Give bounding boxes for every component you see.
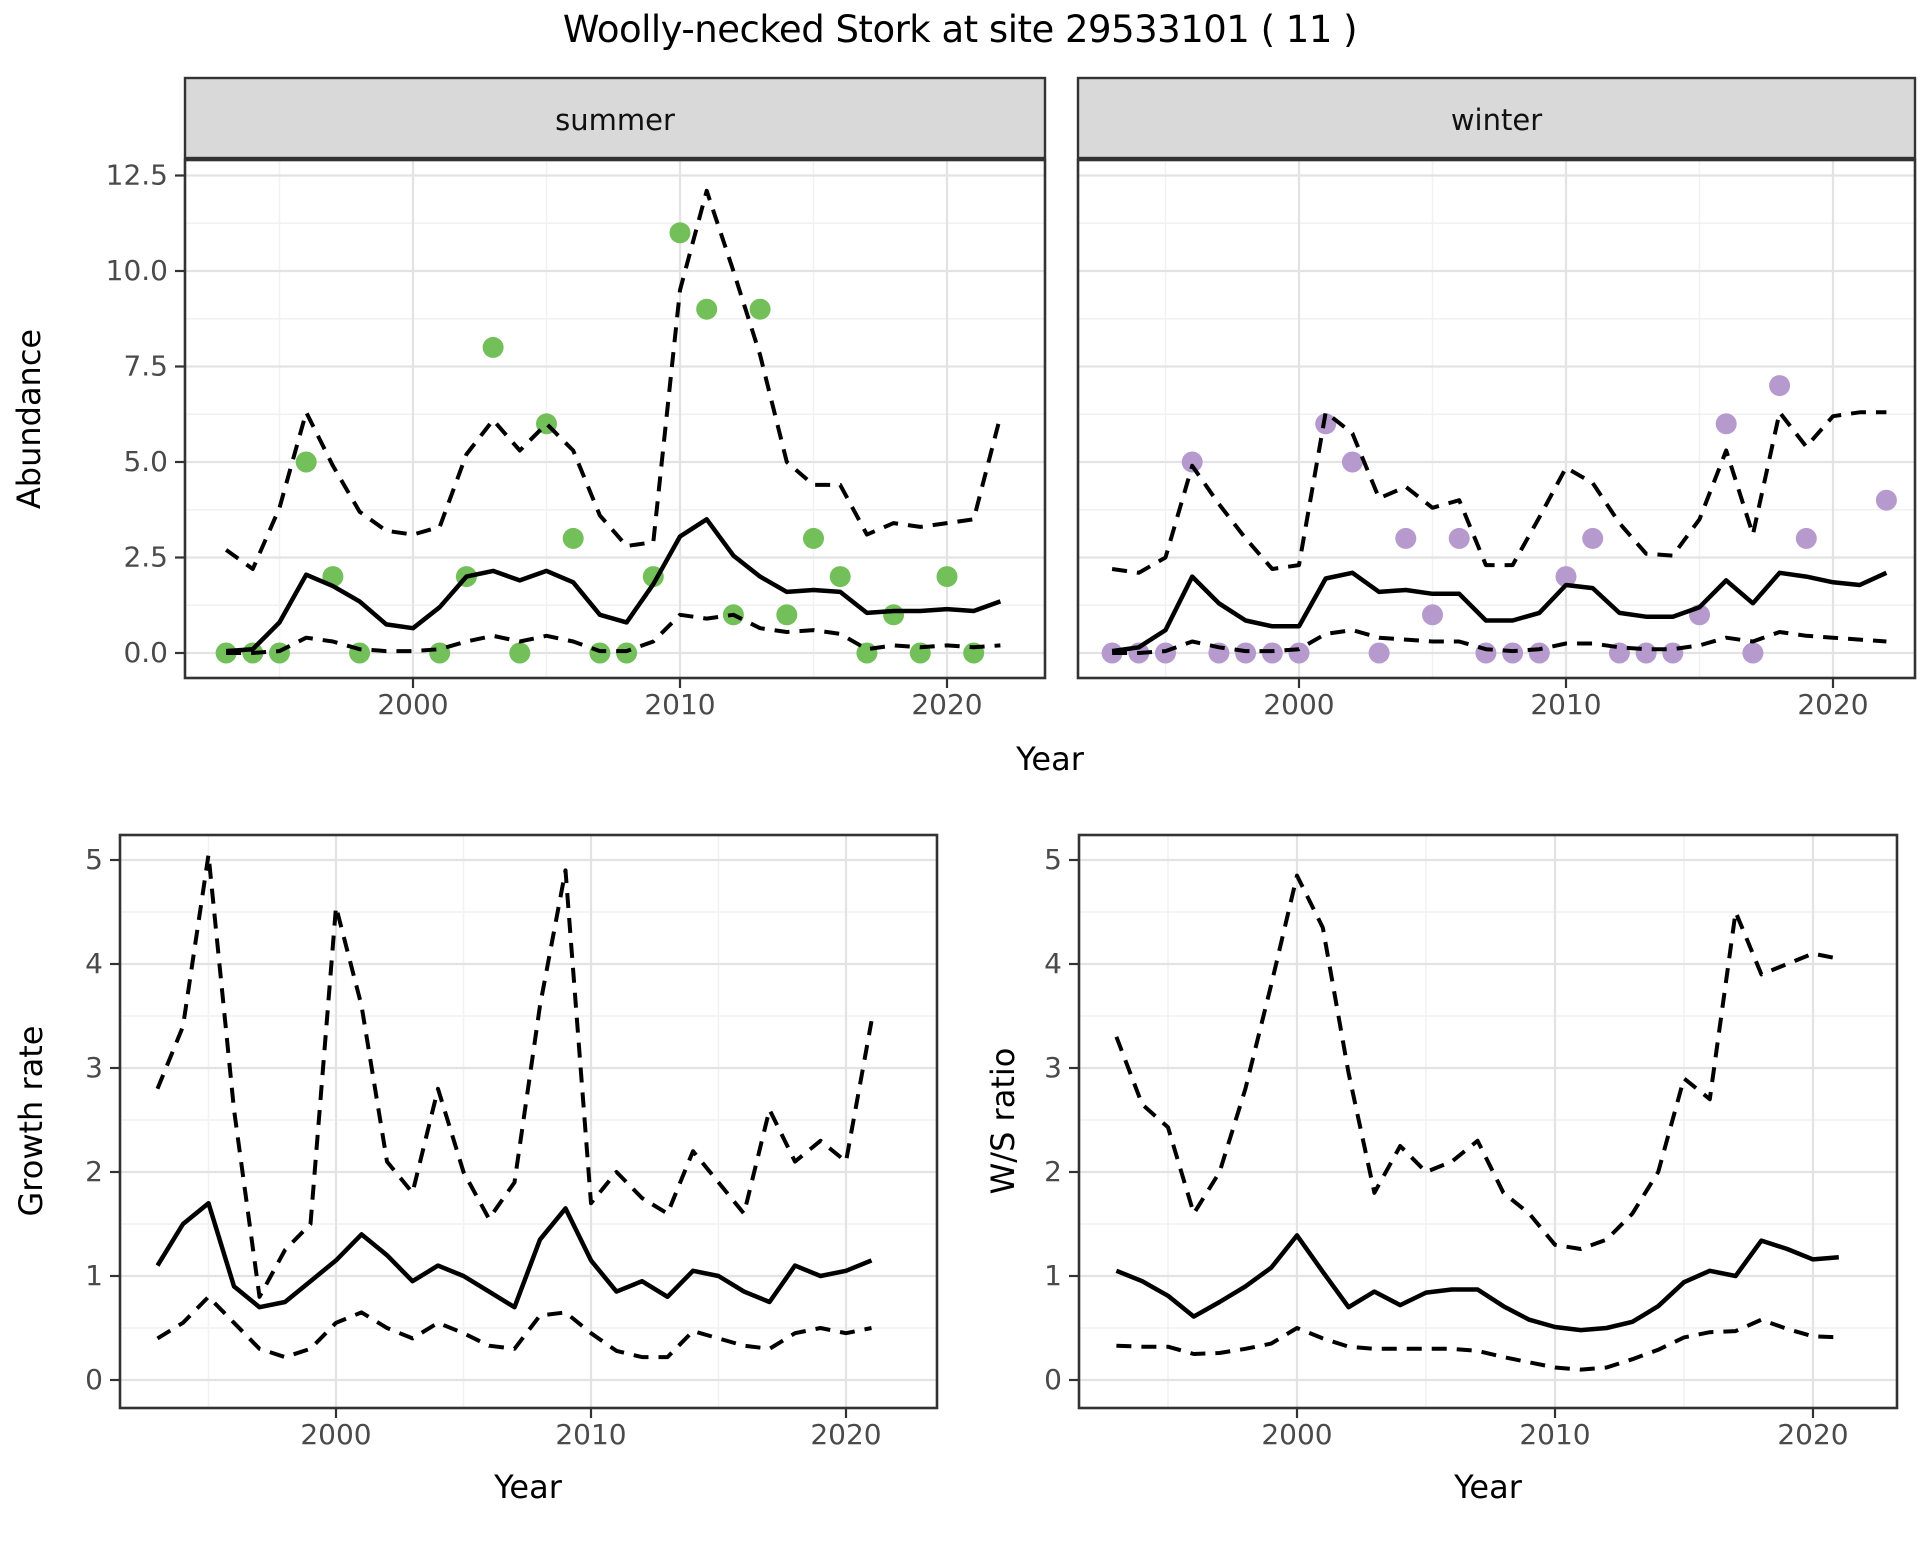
y-tick-label: 2.5 (123, 541, 168, 574)
upper-ci-line (1111, 410, 1887, 575)
observation-point (1181, 451, 1203, 473)
x-tick-label: 2010 (644, 688, 715, 721)
x-axis-title-ws_ratio: Year (1453, 1468, 1523, 1506)
observation-point (749, 298, 771, 320)
observation-point (1395, 527, 1417, 549)
x-tick-label: 2020 (1797, 688, 1868, 721)
y-tick-label: 3 (85, 1051, 103, 1084)
observation-point (1742, 642, 1764, 664)
y-tick-label: 12.5 (106, 159, 168, 192)
y-tick-label: 0.0 (123, 636, 168, 669)
observation-point (936, 566, 958, 588)
y-tick-label: 5.0 (123, 445, 168, 478)
observation-point (1341, 451, 1363, 473)
y-axis-title-growth_rate: Growth rate (12, 1026, 50, 1217)
y-tick-label: 1 (1044, 1259, 1062, 1292)
facet-strip (1076, 76, 1917, 160)
observation-point (776, 604, 798, 626)
plot-abundance: summer 2000 2010 2020 winter 2000 2010 2020 0.0 2… (10, 76, 1917, 778)
observation-point (1795, 527, 1817, 549)
x-tick-label: 2000 (300, 1418, 371, 1451)
observation-point (1715, 413, 1737, 435)
observation-point (883, 604, 905, 626)
x-tick-label: 2020 (810, 1418, 881, 1451)
median-line (1115, 1233, 1839, 1333)
observation-point (1448, 527, 1470, 549)
observation-point (295, 451, 317, 473)
facet-strip (183, 76, 1047, 160)
y-tick-label: 3 (1044, 1051, 1062, 1084)
figure-title: Woolly-necked Stork at site 29533101 ( 1… (562, 8, 1358, 51)
upper-ci-line (1114, 873, 1840, 1251)
panel-border (1077, 833, 1899, 1410)
observation-point (1368, 642, 1390, 664)
observation-point (1555, 566, 1577, 588)
observation-point (509, 642, 531, 664)
x-axis-title-growth_rate: Year (493, 1468, 563, 1506)
panel-border (183, 158, 1047, 680)
observation-point (1875, 489, 1897, 511)
y-tick-label: 0 (85, 1363, 103, 1396)
observation-point (696, 298, 718, 320)
y-axis-title-ws_ratio: W/S ratio (984, 1048, 1022, 1195)
observation-point (1422, 604, 1443, 626)
y-tick-label: 1 (85, 1259, 103, 1292)
y-tick-label: 4 (85, 947, 103, 980)
observation-point (829, 566, 851, 588)
observation-point (562, 527, 584, 549)
x-tick-label: 2020 (1777, 1418, 1848, 1451)
observation-point (1769, 375, 1791, 397)
panel-abundance-summer: summer 2000 2010 2020 (183, 76, 1047, 721)
panel-border (1076, 158, 1917, 680)
lower-ci-line (1112, 628, 1887, 655)
y-axis-title-abundance: Abundance (10, 329, 48, 509)
y-tick-label: 5 (1044, 843, 1062, 876)
median-line (225, 517, 1002, 654)
x-axis-title-abundance: Year (1015, 740, 1085, 778)
y-tick-label: 5 (85, 843, 103, 876)
observation-point (482, 336, 504, 358)
x-tick-label: 2010 (1530, 688, 1601, 721)
observation-points (1101, 375, 1897, 664)
observation-point (669, 222, 691, 244)
plot-ws-ratio: 2000 2010 2020 0 1 2 3 4 5 W/S ratio Year (984, 833, 1899, 1506)
x-tick-label: 2010 (1519, 1418, 1590, 1451)
panel-abundance-winter: winter 2000 2010 2020 (1076, 76, 1917, 721)
median-line (1111, 570, 1888, 654)
upper-ci-line (155, 852, 874, 1299)
x-tick-label: 2000 (1263, 688, 1334, 721)
y-tick-label: 7.5 (123, 350, 168, 383)
x-tick-label: 2020 (911, 688, 982, 721)
lower-ci-line (156, 1294, 872, 1360)
facet-strip-label: winter (1451, 103, 1542, 137)
observation-point (1582, 527, 1604, 549)
observation-point (1528, 642, 1550, 664)
facet-strip-label: summer (555, 103, 675, 137)
x-tick-label: 2000 (1261, 1418, 1332, 1451)
y-tick-label: 2 (85, 1155, 103, 1188)
y-tick-label: 2 (1044, 1155, 1062, 1188)
panel-border (118, 833, 939, 1410)
y-tick-label: 4 (1044, 947, 1062, 980)
gridlines (1079, 835, 1897, 1408)
y-tick-label: 0 (1044, 1363, 1062, 1396)
y-tick-label: 10.0 (106, 254, 168, 287)
observation-point (1635, 642, 1657, 664)
plot-growth-rate: 2000 2010 2020 0 1 2 3 4 5 Growth rate Year (12, 833, 939, 1506)
x-tick-label: 2000 (377, 688, 448, 721)
upper-ci-line (224, 188, 1003, 571)
observation-point (1288, 642, 1310, 664)
x-tick-label: 2010 (555, 1418, 626, 1451)
gridlines (120, 835, 937, 1408)
observation-point (1662, 642, 1684, 664)
lower-ci-line (226, 612, 1001, 655)
median-line (155, 1200, 873, 1310)
observation-point (803, 527, 824, 549)
